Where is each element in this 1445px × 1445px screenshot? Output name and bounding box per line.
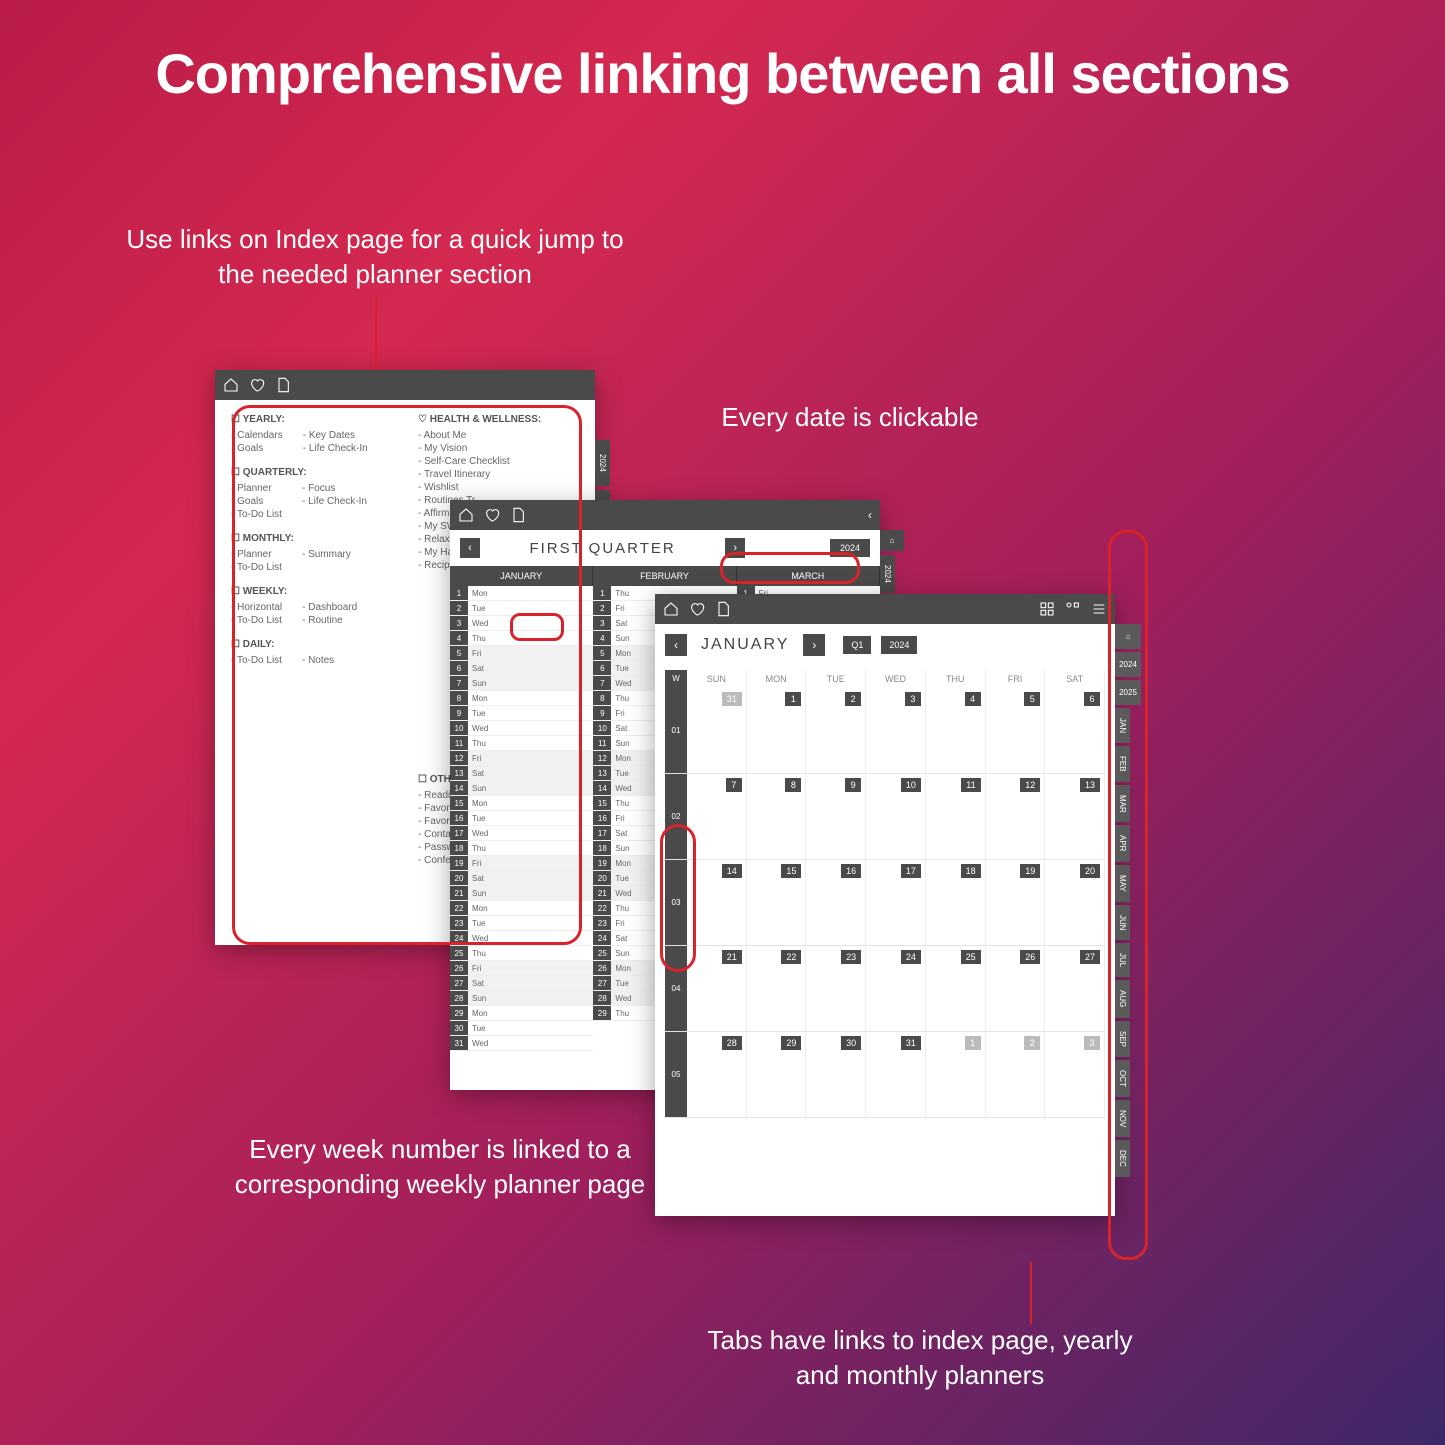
topbar: [655, 594, 1115, 624]
file-icon[interactable]: [715, 601, 731, 617]
month-title: JANUARY: [695, 636, 795, 654]
highlight-date-cell: [510, 613, 564, 641]
date-cell[interactable]: 25: [926, 946, 986, 1031]
date-cell[interactable]: 24: [866, 946, 926, 1031]
next-button[interactable]: ›: [803, 634, 825, 656]
date-cell[interactable]: 19: [986, 860, 1046, 945]
date-cell[interactable]: 4: [926, 688, 986, 773]
home-tab[interactable]: ⌂: [880, 530, 904, 551]
date-cell[interactable]: 26: [986, 946, 1046, 1031]
date-cell[interactable]: 3: [1045, 1032, 1105, 1117]
annotation-tabs: Tabs have links to index page, yearly an…: [700, 1323, 1140, 1393]
date-cell[interactable]: 10: [866, 774, 926, 859]
dow-header: TUE: [806, 670, 866, 688]
date-row[interactable]: 27Sat: [450, 976, 593, 991]
highlight-index-area: [232, 405, 582, 945]
date-cell[interactable]: 15: [747, 860, 807, 945]
date-cell[interactable]: 1: [747, 688, 807, 773]
week-header: W: [665, 670, 687, 688]
date-cell[interactable]: 13: [1045, 774, 1105, 859]
home-icon[interactable]: [223, 377, 239, 393]
highlight-week-numbers: [660, 824, 696, 972]
heart-icon[interactable]: [249, 377, 265, 393]
year-tab[interactable]: 2024: [880, 555, 895, 593]
date-cell[interactable]: 28: [687, 1032, 747, 1117]
date-cell[interactable]: 29: [747, 1032, 807, 1117]
month-page: ‹ JANUARY › Q1 2024 WSUNMONTUEWEDTHUFRIS…: [655, 594, 1115, 1216]
date-cell[interactable]: 1: [926, 1032, 986, 1117]
pointer-line: [1030, 1262, 1032, 1324]
dow-header: MON: [747, 670, 807, 688]
topbar: [215, 370, 595, 400]
annotation-index: Use links on Index page for a quick jump…: [110, 222, 640, 292]
date-cell[interactable]: 11: [926, 774, 986, 859]
chevron-left-icon[interactable]: ‹: [868, 508, 872, 522]
dow-header: WED: [866, 670, 926, 688]
date-cell[interactable]: 5: [986, 688, 1046, 773]
date-cell[interactable]: 20: [1045, 860, 1105, 945]
heart-icon[interactable]: [689, 601, 705, 617]
date-cell[interactable]: 17: [866, 860, 926, 945]
date-cell[interactable]: 8: [747, 774, 807, 859]
date-row[interactable]: 30Tue: [450, 1021, 593, 1036]
highlight-month-header: [720, 552, 860, 584]
date-cell[interactable]: 12: [986, 774, 1046, 859]
week-number[interactable]: 05: [665, 1032, 687, 1117]
date-cell[interactable]: 9: [806, 774, 866, 859]
year-tab[interactable]: 2024: [595, 440, 610, 486]
date-cell[interactable]: 31: [687, 688, 747, 773]
quarter-badge[interactable]: Q1: [843, 636, 871, 654]
widget-icon[interactable]: [1065, 601, 1081, 617]
annotation-date: Every date is clickable: [690, 400, 1010, 435]
date-row[interactable]: 31Wed: [450, 1036, 593, 1051]
date-cell[interactable]: 2: [806, 688, 866, 773]
highlight-side-tabs: [1108, 530, 1148, 1260]
dow-header: THU: [926, 670, 986, 688]
date-row[interactable]: 29Mon: [450, 1006, 593, 1021]
date-cell[interactable]: 6: [1045, 688, 1105, 773]
date-cell[interactable]: 16: [806, 860, 866, 945]
file-icon[interactable]: [275, 377, 291, 393]
main-title: Comprehensive linking between all sectio…: [0, 0, 1445, 106]
date-cell[interactable]: 3: [866, 688, 926, 773]
date-cell[interactable]: 22: [747, 946, 807, 1031]
grid-icon[interactable]: [1039, 601, 1055, 617]
year-badge[interactable]: 2024: [881, 636, 917, 654]
date-row[interactable]: 26Fri: [450, 961, 593, 976]
list-icon[interactable]: [1091, 601, 1107, 617]
date-cell[interactable]: 2: [986, 1032, 1046, 1117]
date-cell[interactable]: 27: [1045, 946, 1105, 1031]
week-number[interactable]: 01: [665, 688, 687, 773]
date-cell[interactable]: 30: [806, 1032, 866, 1117]
dow-header: SAT: [1045, 670, 1105, 688]
prev-button[interactable]: ‹: [665, 634, 687, 656]
date-cell[interactable]: 31: [866, 1032, 926, 1117]
month-header[interactable]: FEBRUARY: [593, 566, 736, 586]
annotation-week: Every week number is linked to a corresp…: [220, 1132, 660, 1202]
home-icon[interactable]: [663, 601, 679, 617]
date-cell[interactable]: 18: [926, 860, 986, 945]
date-cell[interactable]: 23: [806, 946, 866, 1031]
date-cell[interactable]: 21: [687, 946, 747, 1031]
dow-header: FRI: [986, 670, 1046, 688]
dow-header: SUN: [687, 670, 747, 688]
date-row[interactable]: 25Thu: [450, 946, 593, 961]
date-row[interactable]: 28Sun: [450, 991, 593, 1006]
